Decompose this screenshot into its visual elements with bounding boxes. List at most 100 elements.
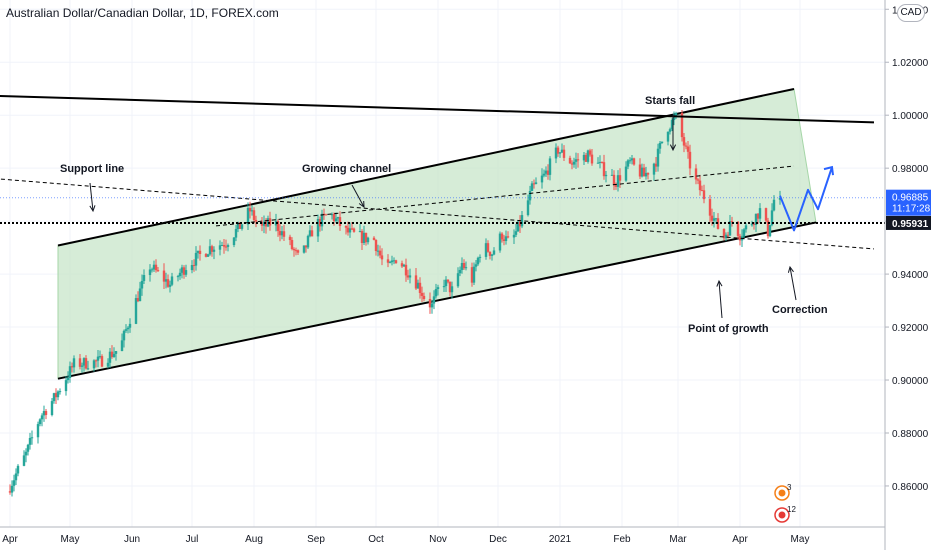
candle-body: [414, 275, 418, 289]
candle-body: [56, 391, 60, 398]
candle-body: [58, 391, 62, 393]
candle-body: [154, 264, 158, 271]
candle-body: [514, 231, 518, 235]
candle-body: [96, 356, 100, 361]
level-price-label: 0.95931: [892, 219, 929, 230]
candle-body: [72, 358, 76, 368]
candle-body: [296, 250, 300, 253]
candle-body: [728, 221, 732, 236]
candle-body: [152, 264, 156, 270]
x-tick-label: Jun: [124, 534, 140, 545]
candle-body: [406, 275, 410, 278]
candle-body: [484, 243, 488, 257]
candle-body: [448, 281, 452, 293]
candle-body: [338, 217, 342, 227]
candle-body: [528, 190, 532, 201]
candle-body: [612, 174, 616, 185]
candle-body: [108, 351, 112, 363]
candle-body: [380, 255, 384, 260]
candle-body: [366, 237, 370, 243]
candle-body: [658, 142, 662, 149]
candle-body: [460, 262, 464, 270]
candle-body: [168, 284, 172, 287]
candle-body: [306, 235, 310, 248]
candle-body: [660, 141, 664, 143]
candle-body: [362, 232, 366, 243]
candle-body: [520, 215, 524, 227]
candle-body: [596, 162, 600, 164]
candle-body: [486, 243, 490, 252]
candle-body: [570, 163, 574, 165]
candle-body: [224, 246, 228, 248]
candle-body: [190, 265, 194, 271]
candle-body: [220, 245, 224, 247]
annotation-starts-fall: Starts fall: [645, 95, 695, 107]
candle-body: [572, 161, 576, 165]
candle-body: [94, 360, 98, 362]
candle-body: [600, 161, 604, 163]
candle-body: [40, 415, 44, 420]
candle-body: [176, 276, 180, 278]
candle-body: [234, 229, 238, 238]
candle-body: [302, 245, 306, 253]
candle-body: [238, 222, 242, 229]
candle-body: [444, 279, 448, 287]
candle-body: [632, 158, 636, 165]
candle-body: [14, 473, 18, 481]
candle-body: [78, 358, 82, 367]
candle-body: [490, 254, 494, 256]
candle-body: [210, 246, 214, 252]
candle-body: [422, 295, 426, 300]
candle-body: [738, 235, 742, 241]
candle-body: [128, 323, 132, 328]
candle-body: [582, 154, 586, 161]
candle-body: [526, 200, 530, 216]
candle-body: [100, 356, 104, 367]
candle-body: [590, 154, 594, 164]
candle-body: [540, 175, 544, 183]
candle-body: [416, 282, 420, 289]
currency-badge[interactable]: CAD: [897, 4, 925, 22]
x-tick-label: Feb: [613, 534, 631, 545]
candle-body: [610, 174, 614, 176]
candle-body: [644, 172, 648, 177]
candle-body: [38, 419, 42, 425]
candle-body: [436, 287, 440, 290]
growing-channel-arrow-head: [358, 200, 365, 209]
candle-body: [80, 365, 84, 367]
annotation-growing-channel: Growing channel: [302, 163, 391, 175]
candle-body: [770, 210, 774, 226]
candle-body: [138, 288, 142, 302]
candle-body: [672, 117, 676, 121]
y-tick-label: 0.88000: [892, 429, 929, 440]
candle-body: [44, 411, 48, 415]
candle-body: [110, 351, 114, 358]
candle-body: [558, 152, 562, 154]
channel-lower-line: [57, 221, 817, 380]
y-tick-label: 0.94000: [892, 270, 929, 281]
candle-body: [280, 231, 284, 236]
candle-body: [724, 234, 728, 239]
candle-body: [530, 183, 534, 191]
candle-body: [226, 245, 230, 247]
candle-body: [142, 275, 146, 281]
growing-channel-area: [57, 88, 817, 380]
candle-body: [714, 218, 718, 220]
candle-body: [442, 286, 446, 288]
candle-body: [498, 233, 502, 251]
candle-body: [42, 411, 46, 416]
candle-body: [598, 161, 602, 163]
candle-body: [542, 173, 546, 176]
channel-upper-line: [57, 88, 795, 247]
candle-body: [554, 147, 558, 159]
candle-body: [546, 170, 550, 175]
candle-body: [16, 465, 20, 474]
candle-body: [474, 264, 478, 267]
candle-body: [276, 220, 280, 231]
candle-body: [652, 163, 656, 175]
candle-body: [84, 358, 88, 369]
candle-body: [82, 358, 86, 366]
candle-body: [150, 269, 154, 271]
candle-body: [500, 233, 504, 240]
